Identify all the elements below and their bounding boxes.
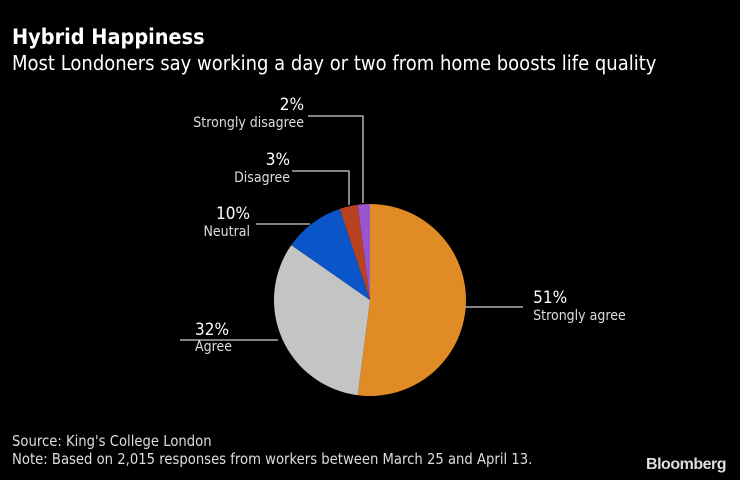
chart-subtitle: Most Londoners say working a day or two … — [12, 51, 657, 75]
chart-title: Hybrid Happiness — [12, 25, 205, 49]
leader-disagree — [292, 170, 350, 205]
source-note: Source: King's College London — [12, 432, 212, 450]
pie-slice-strongly-disagree — [357, 204, 370, 300]
pie-slice-disagree — [339, 204, 370, 300]
leader-lines — [180, 115, 523, 341]
leader-strongly-disagree — [308, 115, 364, 203]
bloomberg-logo: Bloomberg — [646, 456, 726, 473]
label-agree: 32% Agree — [195, 320, 233, 355]
footnote: Note: Based on 2,015 responses from work… — [12, 450, 533, 468]
label-disagree: 3% Disagree — [234, 150, 290, 186]
label-strongly-disagree: 2% Strongly disagree — [193, 95, 304, 131]
label-strongly-agree: 51% Strongly agree — [533, 288, 626, 324]
pie-slice-neutral — [291, 208, 370, 300]
pie-slice-strongly-agree — [357, 204, 466, 396]
pie-slice-agree — [273, 245, 370, 396]
pie-slices — [273, 204, 466, 396]
label-neutral: 10% Neutral — [203, 204, 250, 240]
